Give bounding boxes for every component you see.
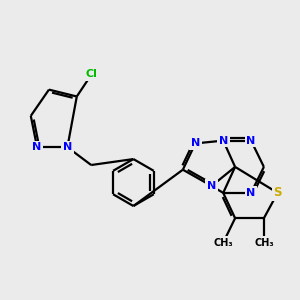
Text: N: N <box>219 136 228 146</box>
Text: N: N <box>191 138 200 148</box>
Text: N: N <box>63 142 72 152</box>
Text: N: N <box>246 188 256 198</box>
Text: N: N <box>246 136 256 146</box>
Text: N: N <box>207 181 216 191</box>
Text: Cl: Cl <box>86 69 98 79</box>
Text: CH₃: CH₃ <box>213 238 233 248</box>
Text: S: S <box>273 186 282 200</box>
Text: N: N <box>32 142 42 152</box>
Text: CH₃: CH₃ <box>254 238 274 248</box>
